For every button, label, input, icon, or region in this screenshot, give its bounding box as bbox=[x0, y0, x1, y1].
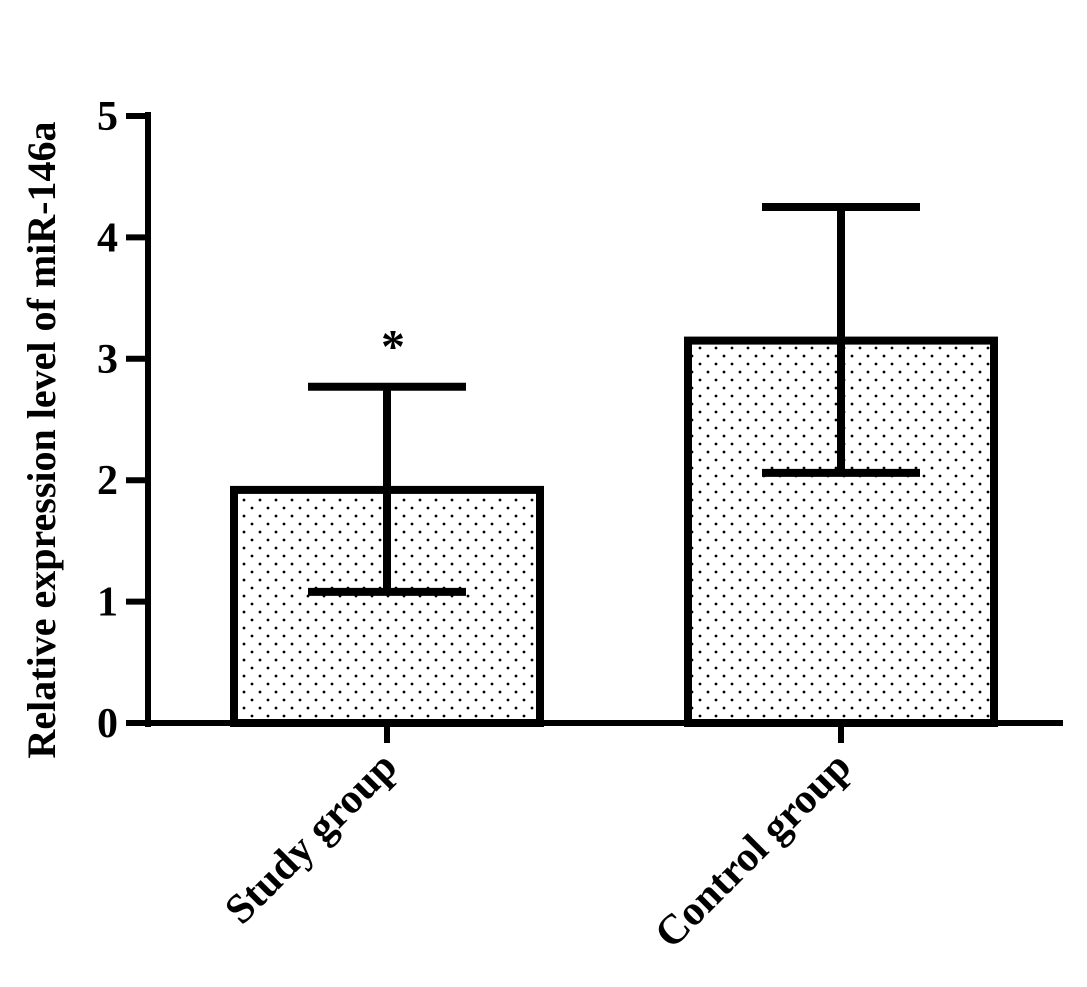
significance-marker: * bbox=[381, 321, 405, 374]
error-bar-0 bbox=[308, 382, 466, 596]
error-bars-layer bbox=[308, 203, 920, 596]
bars-layer bbox=[230, 336, 998, 727]
x-tick-label-0: Study group bbox=[216, 744, 406, 934]
x-tick-label-1: Control group bbox=[646, 744, 860, 958]
y-tick-label-3: 3 bbox=[97, 337, 118, 383]
y-tick-label-5: 5 bbox=[97, 94, 118, 140]
error-bar-1 bbox=[762, 203, 920, 477]
y-tick-label-1: 1 bbox=[97, 580, 118, 626]
y-tick-label-4: 4 bbox=[97, 215, 118, 261]
y-axis-label: Relative expression level of miR-146a bbox=[19, 122, 64, 759]
y-tick-label-0: 0 bbox=[97, 701, 118, 747]
y-tick-label-2: 2 bbox=[97, 458, 118, 504]
axes-layer bbox=[126, 112, 1063, 743]
